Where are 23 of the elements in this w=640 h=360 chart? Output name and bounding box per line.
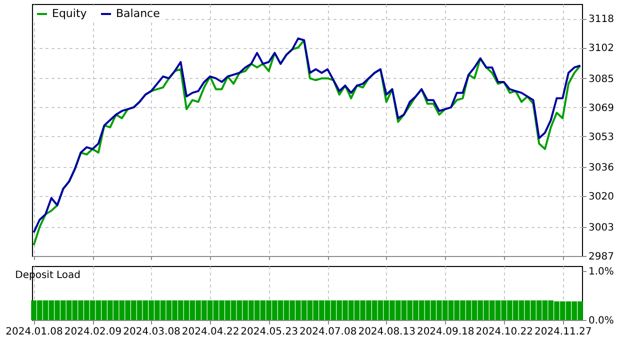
x-tick-label: 2024.05.23 bbox=[240, 326, 298, 338]
x-tick-label: 2024.09.18 bbox=[416, 326, 474, 338]
y-tick-label: 3003 bbox=[588, 222, 614, 234]
y-tick-label: 3036 bbox=[588, 162, 614, 174]
y-tick-label: 3053 bbox=[588, 132, 614, 143]
x-tick-label: 2024.04.22 bbox=[182, 326, 240, 338]
x-tick-label: 2024.02.09 bbox=[64, 326, 122, 338]
legend-label: Equity bbox=[52, 7, 88, 20]
y-tick-label: 3069 bbox=[588, 102, 614, 114]
y-tick-label: 3085 bbox=[588, 74, 614, 85]
x-tick-label: 2024.10.22 bbox=[476, 326, 533, 338]
x-tick-label: 2024.07.08 bbox=[299, 326, 357, 338]
legend-label: Balance bbox=[116, 7, 160, 20]
y-tick-label: 0.0% bbox=[588, 316, 614, 326]
y-tick-label: 3020 bbox=[588, 192, 614, 203]
y-tick-label: 3102 bbox=[588, 43, 614, 54]
x-tick-label: 2024.11.27 bbox=[534, 326, 592, 338]
y-tick-label: 3118 bbox=[588, 14, 614, 26]
x-tick-label: 2024.01.08 bbox=[6, 326, 63, 338]
x-tick-label: 2024.03.08 bbox=[123, 326, 180, 338]
y-tick-label: 1.0% bbox=[588, 266, 614, 278]
y-tick-label: 2987 bbox=[588, 252, 614, 262]
x-tick-label: 2024.08.13 bbox=[358, 326, 416, 338]
